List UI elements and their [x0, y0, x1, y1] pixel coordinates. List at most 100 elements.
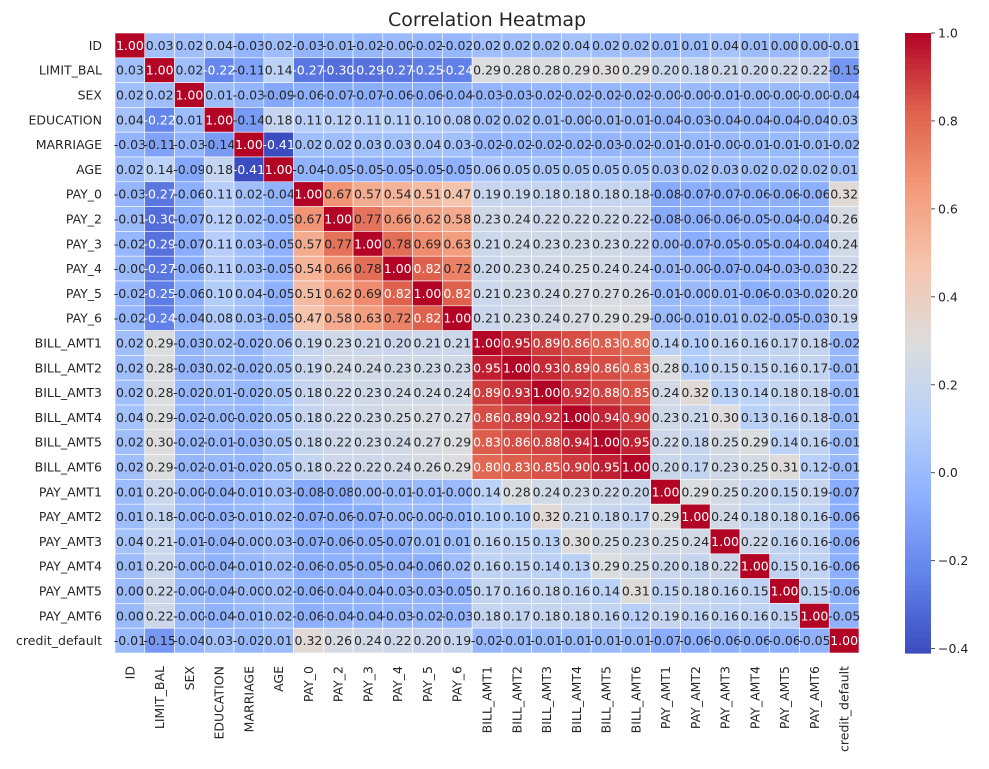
- y-tick-label: PAY_0: [66, 187, 102, 202]
- cell-value-label: -0.02: [233, 633, 265, 648]
- cell-value-label: -0.05: [828, 608, 860, 623]
- y-axis-labels: ID LIMIT_BAL SEX EDUCATION MARRIAGE AGE PAY_0 P…: [16, 38, 102, 648]
- cell-value-label: -0.22: [143, 112, 175, 127]
- cell-value-label: 0.86: [473, 410, 501, 425]
- heatmap-cell: [412, 578, 443, 604]
- colorbar-segment: [905, 167, 931, 174]
- cell-value-label: 0.86: [503, 435, 531, 450]
- cell-value-label: 0.23: [503, 311, 531, 326]
- colorbar-segment: [905, 425, 931, 432]
- cell-value-label: -0.06: [709, 633, 741, 648]
- cell-value-label: 0.05: [265, 410, 293, 425]
- cell-value-label: 0.22: [652, 435, 680, 450]
- cell-value-label: -0.04: [203, 584, 235, 599]
- heatmap-cell: [590, 627, 622, 654]
- x-tick-label: SEX: [182, 666, 197, 691]
- cell-value-label: 0.25: [384, 410, 412, 425]
- colorbar-segment: [905, 136, 931, 143]
- cell-value-label: -0.27: [143, 261, 175, 276]
- cell-value-label: 0.57: [295, 236, 323, 251]
- heatmap-cell: [471, 305, 503, 331]
- x-tick-label: PAY_AMT6: [807, 666, 822, 729]
- cell-value-label: -0.00: [441, 484, 473, 499]
- cell-value-label: 0.05: [265, 460, 293, 475]
- cell-value-label: -0.03: [798, 261, 830, 276]
- cell-value-label: 0.12: [205, 212, 233, 227]
- cell-value-label: -0.04: [292, 162, 324, 177]
- cell-value-label: 0.16: [741, 336, 769, 351]
- cell-value-label: 0.14: [592, 584, 620, 599]
- heatmap-cell: [412, 57, 443, 83]
- heatmap-cell: [293, 131, 324, 158]
- heatmap-cell: [293, 429, 324, 455]
- cell-value-label: 1.00: [652, 484, 680, 499]
- heatmap-cell: [263, 528, 294, 555]
- heatmap-cell: [620, 57, 651, 83]
- heatmap-cell: [709, 255, 741, 282]
- cell-value-label: 0.01: [205, 385, 233, 400]
- heatmap-cell: [114, 379, 146, 406]
- cell-value-label: 0.22: [324, 435, 352, 450]
- heatmap-cell: [174, 429, 205, 455]
- cell-value-label: -0.00: [382, 509, 414, 524]
- cell-value-label: 0.19: [652, 608, 680, 623]
- cell-value-label: 0.80: [622, 336, 650, 351]
- cell-value-label: 1.00: [533, 385, 561, 400]
- heatmap-cell: [799, 82, 830, 108]
- heatmap-cell: [293, 553, 324, 579]
- heatmap-cell: [144, 156, 175, 183]
- cell-value-label: 0.72: [443, 261, 471, 276]
- heatmap-cell: [828, 578, 860, 604]
- cell-value-label: 0.00: [116, 584, 144, 599]
- cell-value-label: -0.04: [173, 311, 205, 326]
- cell-value-label: -0.04: [739, 261, 771, 276]
- cell-value-label: 0.05: [533, 162, 561, 177]
- heatmap-cell: [144, 603, 175, 629]
- cell-value-label: 0.32: [533, 509, 561, 524]
- cell-value-label: 0.27: [562, 311, 590, 326]
- colorbar-segment: [905, 394, 931, 401]
- colorbar-segment: [905, 281, 931, 287]
- cell-value-label: 0.02: [265, 559, 293, 574]
- colorbar-segment: [905, 585, 931, 592]
- colorbar-segment: [905, 498, 931, 504]
- colorbar-segment: [905, 513, 931, 520]
- heatmap-cell: [828, 429, 860, 455]
- cell-value-label: 0.02: [116, 88, 144, 103]
- cell-value-label: -0.05: [382, 162, 414, 177]
- cell-value-label: -0.02: [411, 608, 443, 623]
- heatmap-cell: [323, 503, 354, 530]
- heatmap-cell: [263, 404, 294, 431]
- cell-value-label: -0.00: [173, 608, 205, 623]
- heatmap-cell: [114, 503, 146, 530]
- heatmap-cell: [471, 479, 503, 505]
- cell-value-label: -0.04: [768, 112, 800, 127]
- cell-value-label: 0.14: [473, 484, 501, 499]
- heatmap-cell: [382, 355, 413, 381]
- heatmap-cell: [501, 479, 532, 505]
- cell-value-label: -0.00: [649, 311, 681, 326]
- cell-value-label: 0.69: [414, 236, 442, 251]
- heatmap-cell: [323, 231, 354, 257]
- colorbar-segment: [905, 601, 931, 608]
- cell-value-label: -0.01: [114, 212, 146, 227]
- heatmap-cell: [650, 503, 681, 530]
- cell-value-label: -0.03: [382, 584, 414, 599]
- cell-value-label: -0.05: [352, 162, 384, 177]
- y-tick-label: EDUCATION: [29, 112, 103, 127]
- cell-value-label: 0.01: [414, 534, 442, 549]
- heatmap-cell: [739, 206, 771, 232]
- x-tick-label: credit_default: [837, 666, 852, 752]
- heatmap-cell: [799, 603, 830, 629]
- cell-value-label: 0.15: [503, 534, 531, 549]
- heatmap-cell: [323, 330, 354, 356]
- cell-value-label: 0.63: [354, 311, 382, 326]
- cell-value-label: 0.20: [652, 63, 680, 78]
- colorbar-segment: [905, 647, 931, 654]
- cell-value-label: 0.93: [503, 385, 531, 400]
- colorbar-segment: [905, 213, 931, 220]
- cell-value-label: -0.05: [411, 162, 443, 177]
- heatmap-cell: [174, 479, 205, 505]
- x-tick-label: PAY_AMT5: [777, 666, 792, 729]
